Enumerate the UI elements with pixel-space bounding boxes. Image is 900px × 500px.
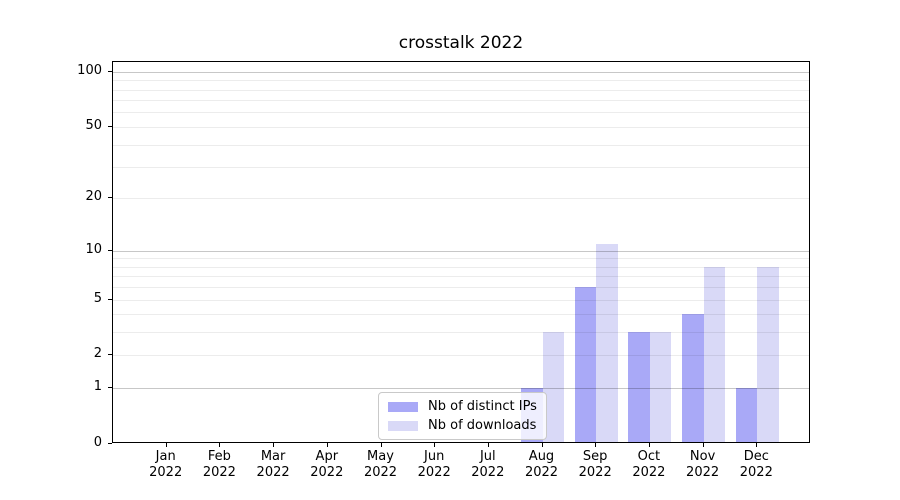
y-gridline-minor [113, 276, 809, 278]
x-tick-mark [434, 443, 436, 447]
y-gridline-minor [113, 126, 809, 128]
bar-nb-of-distinct-ips [628, 332, 650, 442]
x-tick-label: Sep 2022 [578, 449, 612, 480]
x-tick-label: Aug 2022 [524, 449, 559, 480]
bar-nb-of-distinct-ips [574, 287, 597, 442]
y-gridline-minor [113, 266, 809, 268]
y-gridline-minor [113, 287, 809, 289]
y-gridline-minor [113, 355, 809, 357]
y-tick-label: 0 [93, 435, 102, 450]
y-gridline-minor [113, 89, 809, 91]
y-tick-label: 2 [93, 346, 102, 362]
bar-nb-of-downloads [703, 266, 726, 442]
legend-label-distinct-ips: Nb of distinct IPs [428, 399, 537, 414]
x-tick-label: Jul 2022 [471, 449, 505, 480]
x-tick-label: Feb 2022 [202, 449, 236, 480]
y-tick-mark [108, 298, 112, 300]
x-tick-mark [702, 443, 704, 447]
y-gridline-minor [113, 167, 809, 168]
x-tick-label: Mar 2022 [256, 449, 290, 480]
legend-item-downloads: Nb of downloads [388, 418, 537, 433]
y-tick-mark [108, 249, 112, 251]
x-tick-label: Dec 2022 [739, 449, 773, 480]
bar-nb-of-downloads [542, 332, 564, 442]
y-tick-mark [108, 387, 112, 389]
x-tick-mark [487, 443, 489, 447]
x-tick-label: Oct 2022 [632, 449, 666, 480]
y-gridline-minor [113, 198, 809, 200]
bar-nb-of-downloads [757, 266, 779, 442]
y-tick-label: 10 [85, 241, 102, 257]
legend-label-downloads: Nb of downloads [428, 418, 537, 433]
y-gridline-major [113, 71, 809, 73]
bar-nb-of-distinct-ips [735, 388, 758, 442]
y-tick-mark [108, 70, 112, 72]
x-tick-mark [273, 443, 275, 447]
y-tick-label: 5 [93, 290, 102, 306]
y-gridline-minor [113, 80, 809, 82]
y-tick-label: 1 [93, 379, 102, 395]
bar-nb-of-downloads [596, 243, 618, 442]
y-tick-label: 100 [77, 62, 102, 78]
plot-area: Nb of distinct IPs Nb of downloads [112, 61, 810, 443]
y-gridline-major [113, 250, 809, 252]
x-tick-mark [595, 443, 597, 447]
y-tick-label: 20 [85, 189, 102, 205]
y-tick-label: 50 [85, 117, 102, 133]
x-tick-mark [326, 443, 328, 447]
y-tick-mark [108, 197, 112, 199]
legend: Nb of distinct IPs Nb of downloads [378, 392, 547, 440]
chart-title: crosstalk 2022 [398, 33, 524, 53]
x-tick-mark [648, 443, 650, 447]
x-tick-label: May 2022 [363, 449, 398, 480]
y-gridline-minor [113, 314, 809, 316]
x-tick-label: Nov 2022 [686, 449, 720, 480]
y-tick-mark [108, 125, 112, 127]
y-tick-mark [108, 443, 112, 444]
x-tick-label: Apr 2022 [310, 449, 344, 480]
y-gridline-minor [113, 100, 809, 102]
legend-swatch-distinct-ips [388, 401, 418, 412]
y-gridline-minor [113, 258, 809, 260]
x-tick-label: Jun 2022 [417, 449, 451, 480]
legend-swatch-downloads [388, 420, 418, 431]
x-tick-mark [165, 443, 167, 447]
x-tick-mark [541, 443, 543, 447]
x-tick-label: Jan 2022 [149, 449, 183, 480]
x-tick-mark [219, 443, 221, 447]
bar-nb-of-downloads [649, 332, 672, 442]
x-tick-mark [756, 443, 758, 447]
y-tick-mark [108, 354, 112, 356]
legend-item-distinct-ips: Nb of distinct IPs [388, 399, 537, 414]
x-tick-mark [380, 443, 382, 447]
y-gridline-minor [113, 112, 809, 114]
bar-nb-of-distinct-ips [682, 314, 704, 442]
y-gridline-minor [113, 144, 809, 146]
y-gridline-major [113, 388, 809, 390]
y-gridline-minor [113, 332, 809, 334]
y-gridline-minor [113, 299, 809, 301]
